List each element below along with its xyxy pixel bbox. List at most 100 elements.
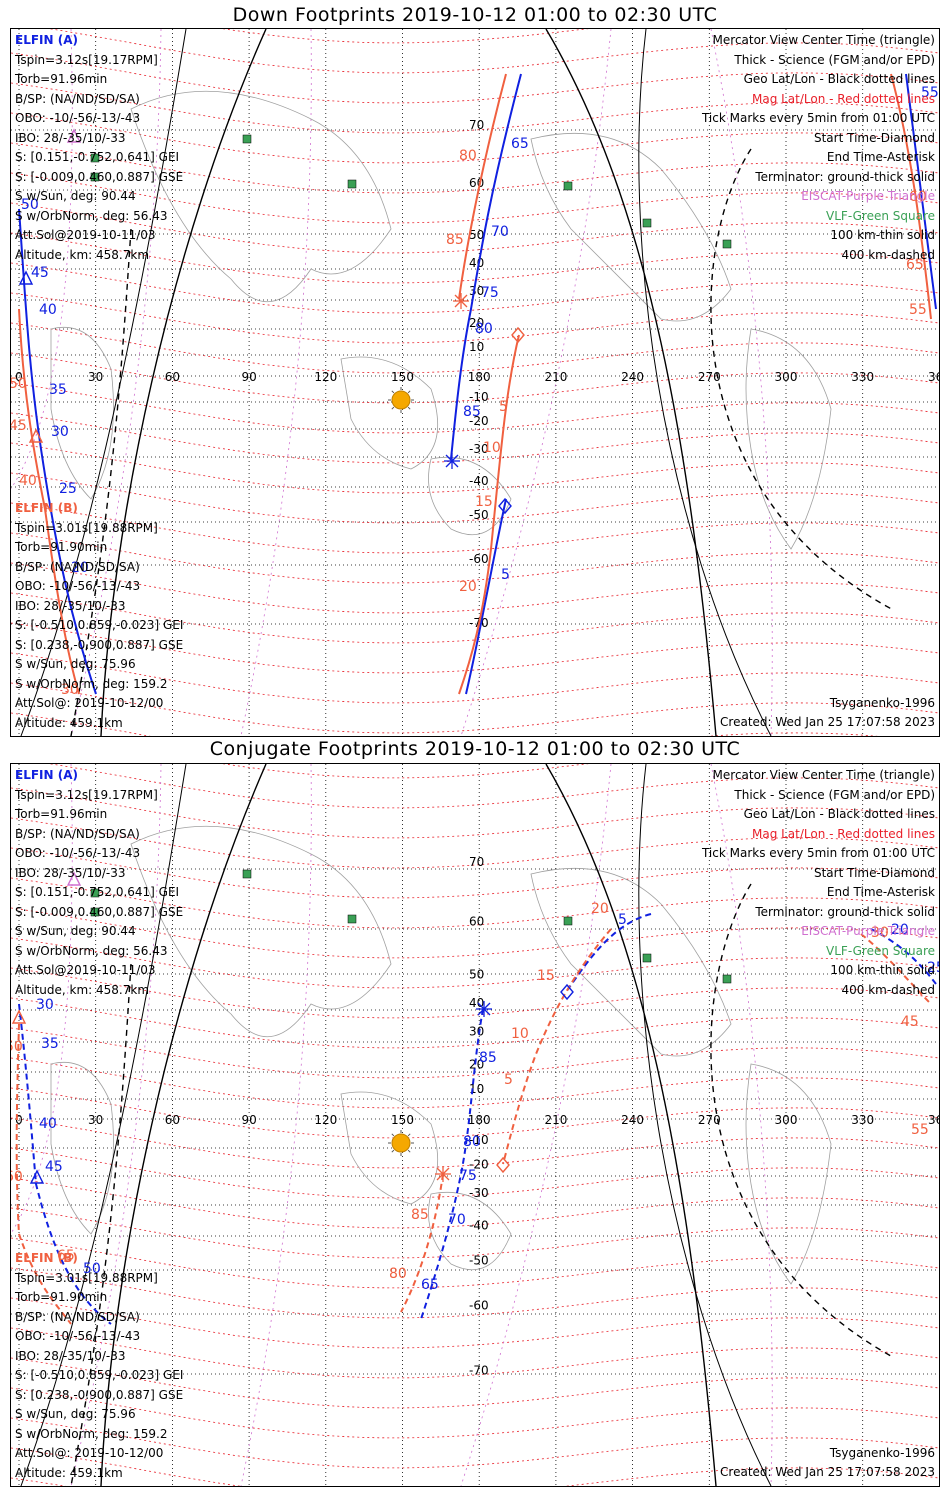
- mag-lat-line: [11, 532, 939, 584]
- terminator-100km: [638, 29, 772, 736]
- mag-lat-line: [11, 1147, 939, 1199]
- legend-item: Terminator: ground-thick solid: [755, 904, 935, 919]
- mag-lat-line: [11, 1267, 939, 1319]
- legend-item: Geo Lat/Lon - Black dotted lines: [743, 807, 935, 821]
- elfin-a-track: [905, 73, 937, 310]
- legend-item: Terminator: ground-thick solid: [755, 169, 935, 184]
- lat-tick-label: 70: [469, 855, 484, 869]
- mag-lat-line: [11, 352, 939, 404]
- lat-tick-label: -40: [469, 474, 489, 488]
- lat-tick-label: 70: [469, 118, 484, 132]
- elfin-a-time-label: 20: [71, 560, 89, 576]
- legend-item: Thick - Science (FGM and/or EPD): [734, 787, 935, 802]
- lon-tick-label: 270: [698, 1113, 721, 1127]
- info-line: B/SP: (NA/ND/SD/SA): [15, 826, 140, 841]
- mag-lat-line: [11, 412, 939, 464]
- lat-tick-label: -50: [469, 508, 489, 522]
- elfin-b-time-label: 55: [909, 302, 927, 318]
- legend-item: Mag Lat/Lon - Red dotted lines: [751, 826, 935, 841]
- lat-tick-label: -30: [469, 1186, 489, 1200]
- terminator-100km: [638, 764, 772, 1486]
- elfin-b-track: [400, 1173, 444, 1313]
- end-asterisk: [476, 1001, 492, 1017]
- elfin-a-time-label: 25: [927, 960, 939, 976]
- lon-tick-label: 240: [621, 1113, 644, 1127]
- mag-lat-line: [11, 592, 939, 644]
- lat-tick-label: -20: [469, 414, 489, 428]
- elfin-a-time-label: 40: [39, 302, 57, 318]
- vlf-square: [642, 953, 652, 963]
- info-line: IBO: 28/-35/10/-33: [15, 598, 126, 613]
- legend-item: 400 km-dashed: [841, 982, 935, 997]
- elfin-a-track: [420, 1008, 484, 1320]
- lon-tick-label: 90: [241, 370, 256, 384]
- mag-lat-line: [11, 937, 939, 989]
- info-line: Tspin=3.12s[19.17RPM]: [15, 52, 158, 67]
- elfin-a-time-label: 5: [501, 567, 510, 583]
- lon-tick-label: 180: [468, 1113, 491, 1127]
- mag-lat-line: [11, 82, 939, 134]
- lon-tick-label: 240: [621, 370, 644, 384]
- info-line: S w/OrbNorm, deg: 159.2: [15, 1426, 168, 1441]
- legend-item: Start Time-Diamond: [813, 130, 935, 145]
- elfin-b-time-label: 65: [57, 1248, 75, 1264]
- coastline: [340, 356, 438, 470]
- terminator-line: [100, 764, 267, 1486]
- coastline: [130, 825, 392, 1038]
- center-triangle: [18, 270, 34, 285]
- mag-lat-line: [48, 764, 939, 809]
- mag-lat-line: [11, 1057, 939, 1109]
- info-line: Tspin=3.12s[19.17RPM]: [15, 787, 158, 802]
- info-line: S w/Sun, deg: 75.96: [15, 657, 136, 671]
- info-line: S w/Sun, deg: 75.96: [15, 1407, 136, 1421]
- vlf-square: [563, 181, 573, 191]
- mag-lat-line: [11, 787, 939, 839]
- vlf-square: [242, 134, 252, 144]
- mag-lat-line: [11, 1207, 939, 1259]
- lat-tick-label: 60: [469, 914, 484, 928]
- elfin-a-time-label: 50: [21, 197, 39, 213]
- coastline: [50, 327, 114, 500]
- elfin-a-time-label: 50: [83, 1261, 101, 1277]
- lat-tick-label: -10: [469, 1133, 489, 1147]
- sun-icon: [388, 387, 414, 413]
- elfin-b-time-label: 20: [459, 579, 477, 595]
- mag-lat-line: [11, 52, 939, 104]
- lon-tick-label: 180: [468, 370, 491, 384]
- elfin-a-time-label: 25: [59, 481, 77, 497]
- elfin-b-time-label: 60: [909, 189, 927, 205]
- mag-lat-line: [11, 562, 939, 614]
- info-line: Altitude: 459.1km: [15, 715, 123, 730]
- info-line: Att.Sol@: 2019-10-12/00: [15, 696, 164, 710]
- panel-title-down: Down Footprints 2019-10-12 01:00 to 02:3…: [232, 4, 718, 26]
- elfin-b-track: [458, 334, 520, 695]
- mag-lon-line: [460, 764, 612, 1486]
- elfin-a-time-label: 85: [479, 1050, 497, 1066]
- mag-lat-line: [11, 1237, 939, 1289]
- info-line: Torb=91.90min: [15, 540, 108, 554]
- info-line: Torb=91.90min: [15, 1290, 108, 1304]
- elfin-a-time-label: 75: [481, 285, 499, 301]
- mag-lat-line: [11, 847, 939, 899]
- lat-tick-label: 10: [469, 340, 484, 354]
- coastline: [130, 90, 392, 303]
- vlf-square: [563, 916, 573, 926]
- lat-tick-label: -60: [469, 1298, 489, 1312]
- elfin-a-time-label: 40: [39, 1116, 57, 1132]
- info-line: S w/OrbNorm, deg: 56.43: [15, 208, 168, 223]
- elfin-b-time-label: 80: [459, 148, 477, 164]
- lon-tick-label: 150: [391, 370, 414, 384]
- elfin-b-time-label: 45: [901, 1014, 919, 1030]
- elfin-a-time-label: 65: [511, 136, 529, 152]
- coastline: [745, 328, 832, 550]
- mag-lat-line: [11, 1387, 939, 1439]
- elfin-a-time-label: 30: [51, 424, 69, 440]
- info-line: S: [0.238,-0.900,0.887] GSE: [15, 1387, 184, 1402]
- mag-lat-line: [11, 1357, 939, 1409]
- mag-lon-line: [11, 764, 73, 1234]
- info-line: S w/OrbNorm, deg: 159.2: [15, 676, 168, 691]
- elfin-a-time-label: 70: [448, 1212, 466, 1228]
- info-line: Att.Sol@2019-10-11/03: [15, 963, 156, 977]
- elfin-b-header: ELFIN (B): [15, 501, 78, 515]
- elfin-a-header: ELFIN (A): [15, 768, 78, 782]
